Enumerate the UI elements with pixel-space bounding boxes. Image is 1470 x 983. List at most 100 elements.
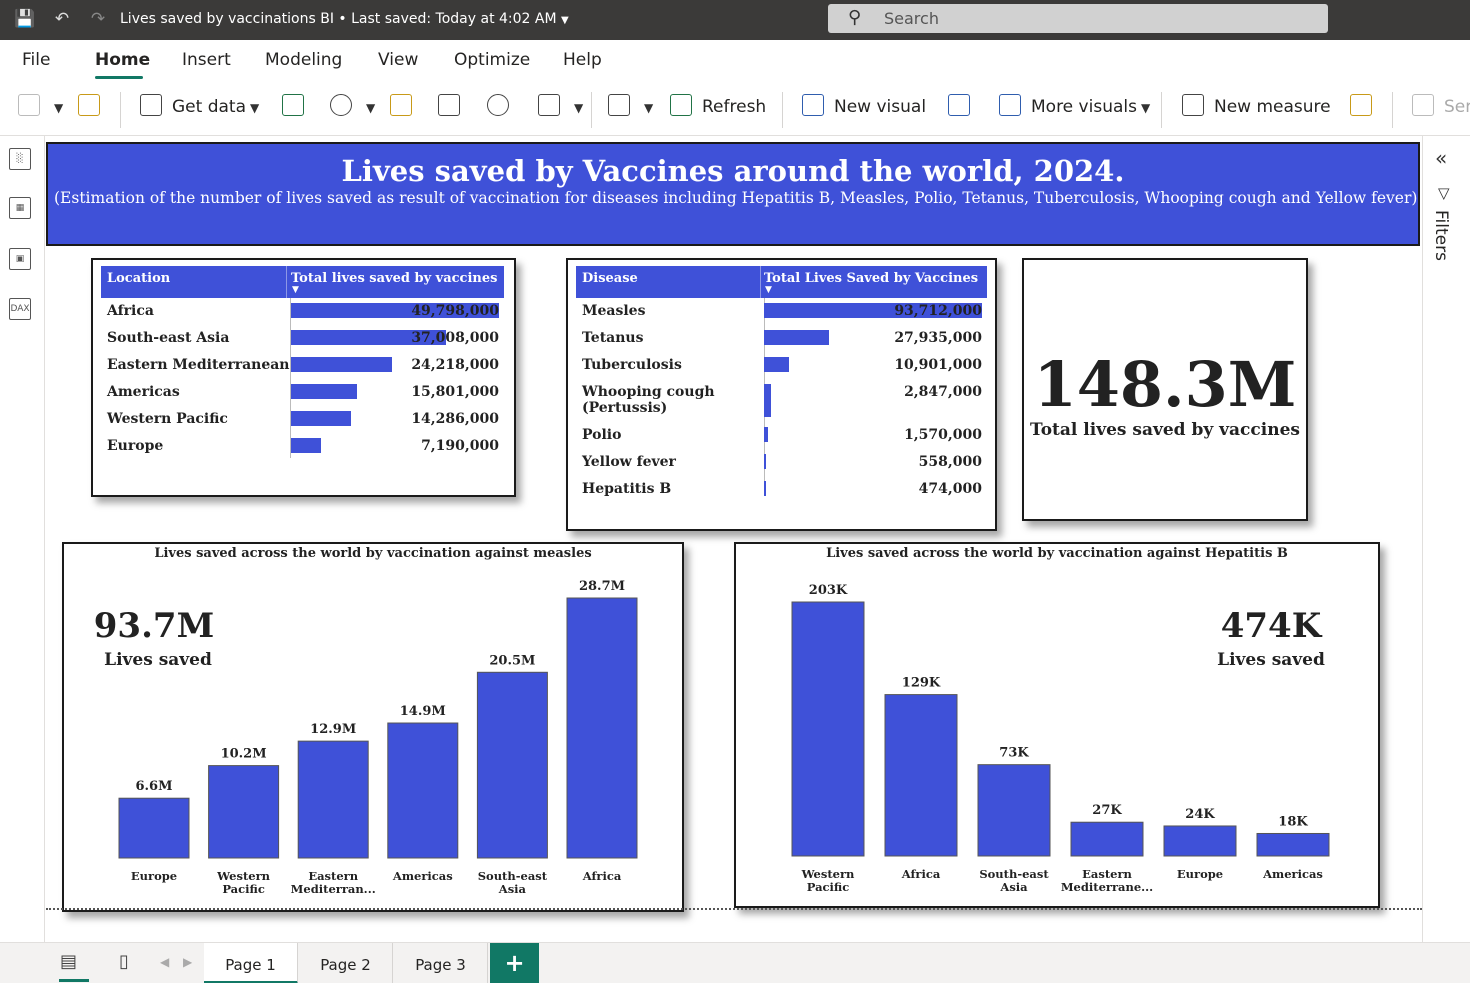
table-row[interactable]: Polio 1,570,000 [576, 423, 987, 450]
menu-file[interactable]: File [22, 50, 51, 70]
chevron-down-icon: ▼ [574, 101, 584, 115]
paste-button[interactable]: ▼ [18, 94, 63, 124]
column-bar[interactable] [476, 671, 548, 859]
page-tab-2[interactable]: Page 2 [299, 943, 393, 983]
sensitivity-button[interactable]: Ser [1412, 94, 1470, 124]
menu-insert[interactable]: Insert [182, 50, 231, 70]
enter-data-button[interactable] [438, 94, 470, 124]
table-row[interactable]: Measles 93,712,000 [576, 299, 987, 326]
page-tab-3[interactable]: Page 3 [394, 943, 488, 983]
column-bar[interactable] [1163, 825, 1237, 857]
table-row[interactable]: Tetanus 27,935,000 [576, 326, 987, 353]
column-header-location[interactable]: Location [107, 271, 171, 286]
excel-workbook-button[interactable] [282, 94, 314, 124]
column-bar[interactable] [387, 722, 459, 859]
refresh-button[interactable]: Refresh [670, 94, 767, 124]
save-icon[interactable]: 💾 [14, 9, 36, 29]
new-measure-button[interactable]: New measure [1182, 94, 1331, 124]
table-row[interactable]: Europe 7,190,000 [101, 434, 504, 461]
active-layout-indicator [59, 979, 89, 982]
table-view-icon[interactable]: ▦ [9, 197, 31, 219]
column-header-disease[interactable]: Disease [582, 271, 638, 286]
sort-descending-icon: ▼ [765, 285, 772, 295]
kpi-label: Total lives saved by vaccines [1030, 420, 1300, 440]
hepatitis-b-column-chart[interactable]: Lives saved across the world by vaccinat… [734, 542, 1380, 908]
document-title[interactable]: Lives saved by vaccinations BI • Last sa… [120, 11, 569, 27]
table-row[interactable]: Yellow fever 558,000 [576, 450, 987, 477]
category-label: Asia [999, 880, 1028, 894]
table-row[interactable]: Tuberculosis 10,901,000 [576, 353, 987, 380]
table-row[interactable]: Eastern Mediterranean 24,218,000 [101, 353, 504, 380]
column-bar[interactable] [566, 597, 638, 859]
redo-icon[interactable]: ↷ [90, 9, 106, 29]
menu-help[interactable]: Help [563, 50, 602, 70]
table-row[interactable]: Americas 15,801,000 [101, 380, 504, 407]
row-label: South-east Asia [107, 330, 230, 346]
transform-data-button[interactable]: ▼ [608, 94, 654, 124]
column-bar[interactable] [297, 740, 369, 859]
table-row[interactable]: Hepatitis B 474,000 [576, 477, 987, 504]
menu-modeling[interactable]: Modeling [265, 50, 343, 70]
category-label: South-east [478, 869, 548, 883]
mobile-layout-icon[interactable]: ▯ [119, 951, 129, 972]
search-box[interactable]: ⚲ Search [828, 4, 1328, 33]
column-bar[interactable] [1256, 832, 1330, 857]
dax-query-view-icon[interactable]: DAX [9, 298, 31, 320]
row-value: 1,570,000 [904, 427, 982, 443]
desktop-layout-icon[interactable]: ▤ [60, 951, 78, 972]
column-header-total[interactable]: Total lives saved by vaccines [291, 271, 498, 286]
column-bar[interactable] [118, 797, 190, 859]
more-visuals-button[interactable]: More visuals ▼ [999, 94, 1150, 124]
kpi-card[interactable]: 148.3M Total lives saved by vaccines [1022, 258, 1308, 521]
scroll-right-icon[interactable]: ▶ [183, 955, 193, 969]
column-header-total[interactable]: Total Lives Saved by Vaccines [764, 271, 979, 286]
text-box-button[interactable] [948, 94, 980, 124]
column-bar[interactable] [977, 764, 1051, 857]
report-view-icon[interactable]: ░ [9, 148, 31, 170]
row-label: Measles [582, 303, 646, 319]
table-row[interactable]: Western Pacific 14,286,000 [101, 407, 504, 434]
quick-measure-button[interactable] [1350, 94, 1382, 124]
column-divider [286, 266, 287, 298]
data-bar [764, 357, 790, 372]
data-label: 6.6M [135, 779, 172, 794]
column-bar[interactable] [884, 694, 958, 857]
row-label: Eastern Mediterranean [107, 357, 290, 373]
row-value: 24,218,000 [411, 357, 499, 373]
scroll-left-icon[interactable]: ◀ [160, 955, 170, 969]
column-bar[interactable] [208, 765, 280, 859]
chevron-down-icon: ▼ [644, 101, 654, 115]
search-icon: ⚲ [848, 7, 862, 28]
chart-title: Lives saved across the world by vaccinat… [826, 546, 1288, 561]
clipboard-icon [18, 94, 40, 116]
menu-view[interactable]: View [378, 50, 419, 70]
onelake-button[interactable]: ▼ [330, 94, 375, 124]
refresh-label: Refresh [702, 97, 767, 117]
format-painter-button[interactable] [78, 94, 110, 124]
get-data-button[interactable]: Get data ▼ [140, 94, 259, 124]
filters-label[interactable]: Filters [1431, 210, 1451, 261]
dataverse-button[interactable] [487, 94, 519, 124]
sql-server-button[interactable] [390, 94, 422, 124]
add-page-button[interactable]: + [490, 943, 539, 983]
recent-sources-button[interactable]: ▼ [538, 94, 584, 124]
new-visual-button[interactable]: New visual [802, 94, 926, 124]
table-row[interactable]: Whooping cough (Pertussis) 2,847,000 [576, 380, 987, 423]
disease-table-visual[interactable]: Disease Total Lives Saved by Vaccines ▼ … [566, 258, 997, 531]
menu-home[interactable]: Home [95, 50, 151, 70]
menu-optimize[interactable]: Optimize [454, 50, 531, 70]
location-table-visual[interactable]: Location Total lives saved by vaccines ▼… [91, 258, 516, 497]
expand-pane-icon[interactable]: « [1435, 146, 1448, 170]
undo-icon[interactable]: ↶ [54, 9, 70, 29]
more-visuals-label: More visuals [1031, 97, 1137, 117]
column-bar[interactable] [1070, 821, 1144, 857]
table-row[interactable]: South-east Asia 37,008,000 [101, 326, 504, 353]
measles-column-chart[interactable]: Lives saved across the world by vaccinat… [62, 542, 684, 912]
table-row[interactable]: Africa 49,798,000 [101, 299, 504, 326]
page-tab-1[interactable]: Page 1 [204, 943, 298, 983]
filters-pane[interactable]: « ▽ Filters [1422, 136, 1470, 942]
model-view-icon[interactable]: ▣ [9, 248, 31, 270]
data-bar [764, 481, 766, 496]
row-label: Europe [107, 438, 164, 454]
column-bar[interactable] [791, 601, 865, 857]
